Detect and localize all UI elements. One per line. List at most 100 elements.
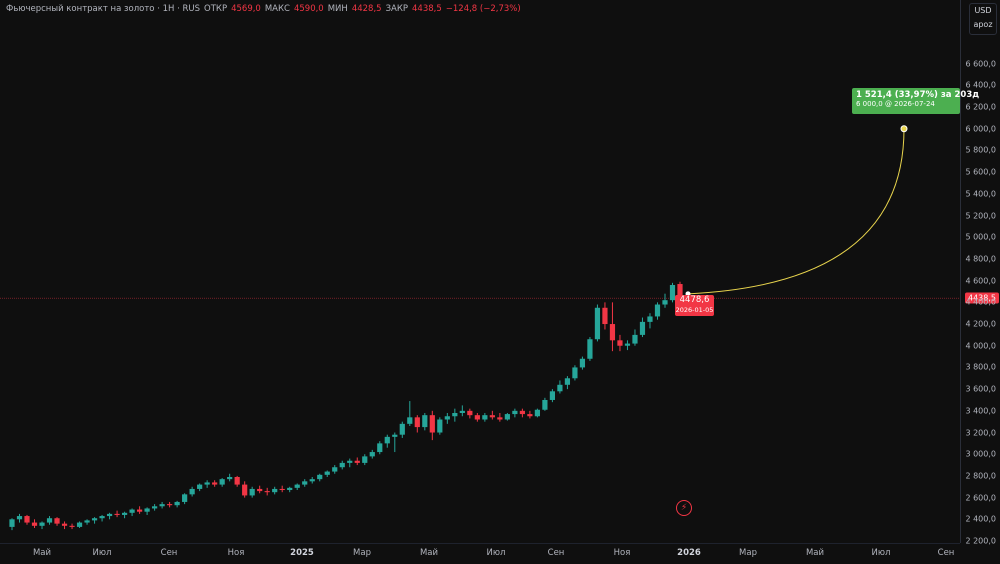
candle-body [317, 474, 323, 480]
candle-body [362, 456, 368, 463]
y-tick-label: 5 000,0 [965, 232, 996, 242]
candle-body [249, 488, 255, 496]
y-tick-label: 4 000,0 [965, 341, 996, 351]
candle-body [234, 476, 240, 485]
candle-body [564, 378, 571, 385]
candle-body [91, 518, 98, 521]
candle-body [497, 417, 503, 420]
candle-body [452, 412, 458, 417]
candle-body [542, 399, 548, 410]
candle-body [219, 479, 225, 485]
open-value: 4569,0 [231, 4, 261, 14]
candle-body [459, 410, 465, 413]
x-tick-label: 2025 [290, 548, 314, 558]
y-tick-label: 3 800,0 [965, 362, 996, 372]
candle-body [474, 415, 480, 420]
x-tick-label: Июл [486, 548, 506, 558]
y-tick-label: 3 200,0 [965, 428, 996, 438]
candle-body [129, 509, 135, 513]
price-chart[interactable] [0, 0, 960, 543]
currency-selector[interactable]: USD apoz [969, 3, 997, 35]
candle-body [309, 479, 315, 482]
x-tick-label: Май [419, 548, 439, 558]
y-tick-label: 5 600,0 [965, 167, 996, 177]
candle-body [24, 516, 30, 523]
candle-body [579, 358, 586, 368]
candle-body [594, 307, 601, 340]
candle-body [39, 522, 45, 526]
candle-body [632, 334, 638, 344]
candle-body [347, 460, 353, 463]
x-tick-label: Сен [937, 548, 955, 558]
high-value: 4590,0 [293, 4, 324, 14]
price-axis[interactable]: USD apoz 4438,5 2 200,0 2 400,0 2 600,0 2 8… [960, 0, 1000, 546]
candle-body [121, 512, 128, 515]
candle-body [31, 522, 38, 526]
candle-body [534, 409, 540, 417]
x-tick-label: Мар [739, 548, 757, 558]
candle-body [174, 501, 180, 506]
candle-body [669, 284, 676, 301]
candle-body [99, 516, 105, 519]
time-axis[interactable]: Май Июл Сен Ноя 2025 Мар Май Июл Сен Ноя 2026 Мар Ма… [0, 543, 960, 564]
chart-legend: Фьючерсный контракт на золото · 1Н · RUS… [6, 4, 521, 14]
flash-icon[interactable]: ⚡ [676, 500, 692, 516]
candle-body [16, 516, 23, 520]
candle-body [414, 417, 420, 428]
x-tick-label: Сен [160, 548, 178, 558]
candle-body [136, 509, 143, 512]
symbol-title[interactable]: Фьючерсный контракт на золото · 1Н · RUS [6, 4, 201, 14]
candle-body [287, 487, 293, 491]
candle-body [264, 491, 270, 493]
candle-body [167, 504, 173, 506]
x-tick-label: Май [805, 548, 825, 558]
x-tick-label: Ноя [227, 548, 245, 558]
candle-body [279, 488, 285, 491]
candle-body [654, 304, 661, 317]
candle-body [227, 476, 233, 480]
candle-body [159, 504, 165, 507]
projection-change: 1 521,4 (33,97%) за 203д [856, 90, 980, 100]
y-tick-label: 4 600,0 [965, 276, 996, 286]
candle-body [114, 513, 120, 515]
candle-body [392, 434, 398, 437]
candle-body [504, 414, 510, 420]
y-tick-label: 6 000,0 [965, 124, 996, 134]
candle-body [624, 343, 631, 346]
last-point-label: 4478,6 2026-01-05 [675, 295, 714, 316]
candle-body [354, 460, 360, 463]
candle-body [549, 391, 556, 400]
candle-body [197, 484, 203, 489]
candle-body [662, 300, 668, 305]
candle-body [84, 520, 90, 523]
candle-body [242, 484, 248, 496]
candle-body [332, 467, 338, 472]
x-tick-label: Сен [547, 548, 565, 558]
projection-curve [687, 128, 905, 295]
candle-body [677, 284, 683, 299]
low-value: 4428,5 [351, 4, 382, 14]
candle-body [602, 307, 608, 325]
candle-body [61, 523, 68, 526]
chart-area[interactable] [0, 0, 960, 543]
candle-body [76, 522, 83, 527]
projection-label[interactable]: 1 521,4 (33,97%) за 203д 6 000,0 @ 2026-… [852, 88, 980, 114]
x-tick-label: 2026 [677, 548, 701, 558]
y-tick-label: 2 400,0 [965, 514, 996, 524]
candle-body [69, 525, 75, 527]
candle-body [144, 508, 150, 512]
scale-mode-label[interactable]: apoz [973, 20, 993, 29]
candle-body [587, 339, 593, 359]
x-tick-label: Ноя [613, 548, 631, 558]
y-tick-label: 5 400,0 [965, 189, 996, 199]
candle-body [572, 367, 578, 379]
last-point-value: 4478,6 [679, 295, 710, 305]
x-tick-label: Май [32, 548, 52, 558]
y-tick-label: 4 800,0 [965, 254, 996, 264]
candle-body [647, 316, 653, 322]
candle-body [437, 419, 443, 433]
candle-body [339, 462, 345, 468]
candle-body [422, 415, 428, 428]
high-label: МАКС [264, 4, 290, 14]
currency-label[interactable]: USD [974, 6, 992, 15]
